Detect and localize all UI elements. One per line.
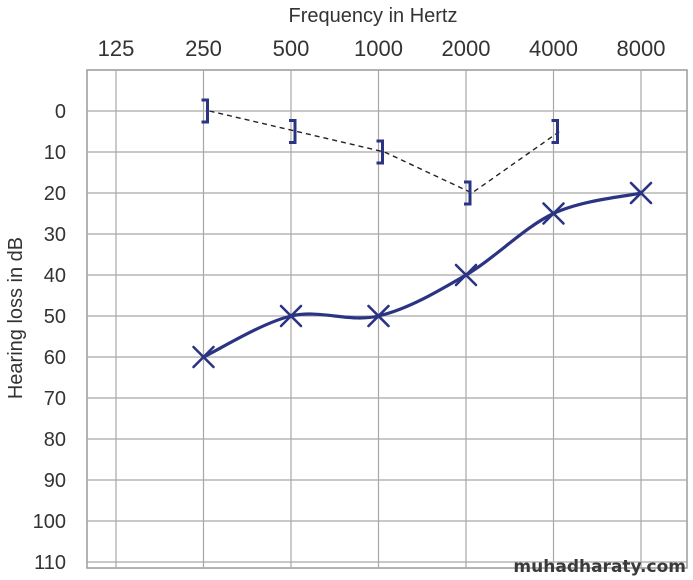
bracket-marker <box>464 180 472 206</box>
series-layer <box>192 98 653 369</box>
watermark-text: muhadharaty.com <box>513 557 686 577</box>
y-tick-label: 110 <box>34 552 66 574</box>
x-tick-label: 8000 <box>617 36 666 61</box>
x-tick-label: 2000 <box>442 36 491 61</box>
plot-border <box>86 69 688 569</box>
x-tick-label: 4000 <box>529 36 578 61</box>
plot-area <box>86 69 688 569</box>
x-tick-label: 1000 <box>354 36 403 61</box>
bracket-marker <box>376 139 384 165</box>
x-axis-title: Frequency in Hertz <box>289 5 458 27</box>
y-tick-label: 90 <box>44 470 66 492</box>
y-tick-label: 100 <box>33 511 66 533</box>
x-marker <box>367 304 390 328</box>
x-tick-label: 250 <box>185 36 222 61</box>
x-marker <box>454 263 478 287</box>
x-marker <box>629 181 653 205</box>
y-tick-label: 40 <box>44 265 66 287</box>
y-tick-label: 70 <box>44 388 66 410</box>
x-tick-label: 125 <box>98 36 135 61</box>
bracket-marker <box>289 119 297 144</box>
y-tick-label: 20 <box>44 183 66 205</box>
x-marker <box>279 304 303 328</box>
grid-lines <box>87 70 687 568</box>
y-tick-label: 50 <box>44 306 66 328</box>
x-tick-label: 500 <box>273 36 310 61</box>
y-tick-label: 80 <box>44 429 66 451</box>
y-tick-label: 30 <box>44 224 66 246</box>
y-tick-label: 60 <box>44 347 66 369</box>
y-axis-title: Hearing loss in dB <box>5 237 27 399</box>
x-tick-labels: 125 250 500 1000 2000 4000 8000 <box>98 36 666 61</box>
y-tick-label: 0 <box>55 101 66 123</box>
y-tick-labels: 0 10 20 30 40 50 60 70 80 90 100 110 <box>33 101 66 574</box>
x-marker <box>542 202 565 225</box>
bracket-marker <box>201 98 209 124</box>
bracket-marker <box>551 119 559 144</box>
y-tick-label: 10 <box>44 142 66 164</box>
x-marker <box>192 345 215 369</box>
series-line-solid <box>202 191 642 359</box>
